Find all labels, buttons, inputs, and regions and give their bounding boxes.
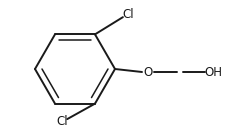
- Text: Cl: Cl: [122, 7, 133, 21]
- Text: Cl: Cl: [56, 116, 68, 128]
- Text: OH: OH: [203, 66, 221, 79]
- Text: O: O: [143, 66, 152, 79]
